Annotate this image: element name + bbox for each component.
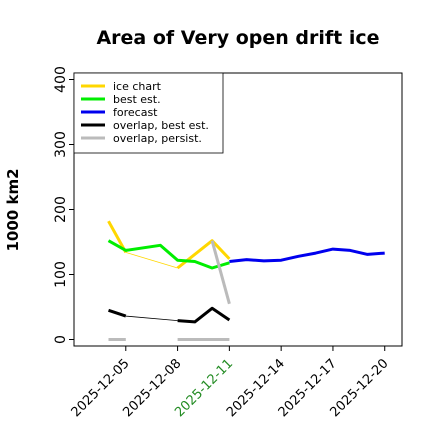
chart-title: Area of Very open drift ice <box>96 27 379 49</box>
y-tick-label-0: 0 <box>53 335 69 344</box>
series-line-3-segment-1 <box>125 315 178 321</box>
legend-label-0: ice chart <box>113 80 162 93</box>
series-line-0-segment-1 <box>125 252 178 269</box>
legend-label-3: overlap, best est. <box>113 119 209 132</box>
y-axis-label: 1000 km2 <box>4 168 22 251</box>
y-axis: 0 100 200 300 400 <box>53 66 74 344</box>
legend-label-2: forecast <box>113 106 158 119</box>
y-tick-label-3: 300 <box>53 131 69 158</box>
series-line-2-segment-0 <box>229 247 385 263</box>
y-tick-label-4: 400 <box>53 66 69 93</box>
legend-label-4: overlap, persist. <box>113 132 202 145</box>
x-axis: 2025-12-052025-12-082025-12-112025-12-14… <box>69 346 392 420</box>
y-tick-label-1: 100 <box>53 261 69 288</box>
series-line-3-segment-0 <box>108 308 127 318</box>
series-line-3-segment-2 <box>177 306 231 324</box>
series-line-4-segment-2 <box>210 240 231 305</box>
y-tick-label-2: 200 <box>53 196 69 223</box>
series-layer <box>107 220 385 341</box>
legend-label-1: best est. <box>113 93 161 106</box>
series-line-1-segment-0 <box>107 239 230 270</box>
